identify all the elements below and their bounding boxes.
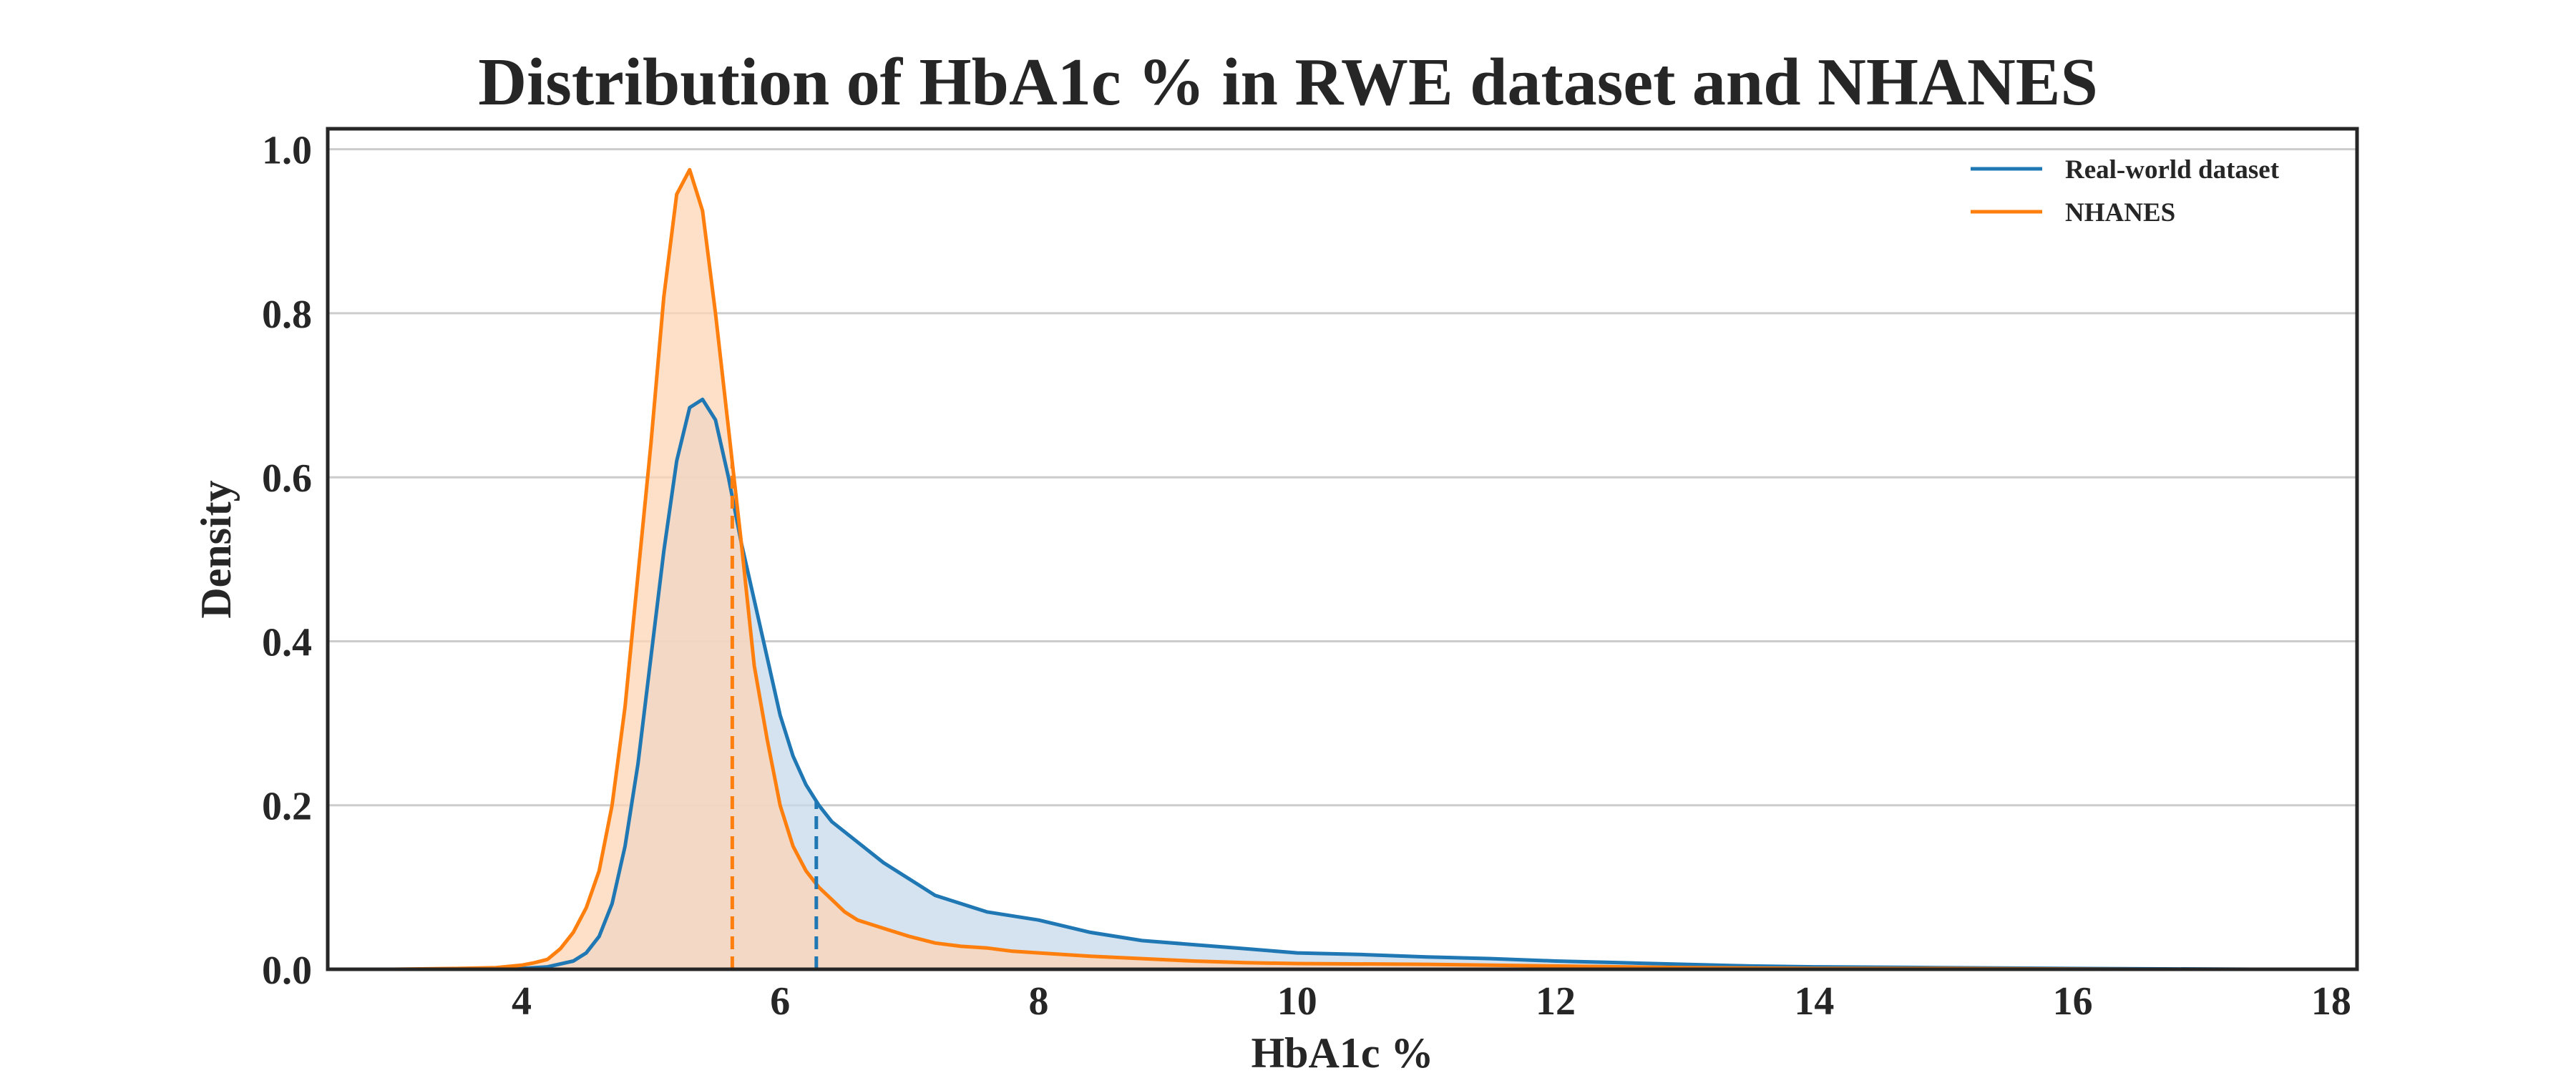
y-tick-label: 0.6	[262, 456, 312, 501]
x-tick-label: 16	[2053, 979, 2093, 1024]
density-line-1	[392, 167, 2137, 971]
x-tick-label: 14	[1794, 979, 1834, 1024]
plot-frame	[326, 127, 2359, 971]
x-axis-label: HbA1c %	[1252, 1029, 1434, 1073]
legend-label: Real-world dataset	[2065, 155, 2280, 185]
median-lines	[730, 462, 819, 969]
x-tick-labels: 4 6 8 10 12 14 16 18	[512, 979, 2351, 1024]
density-fills	[392, 170, 2254, 969]
x-tick-label: 8	[1029, 979, 1049, 1024]
density-fill-1	[392, 170, 2137, 969]
chart-title: Distribution of HbA1c % in RWE dataset a…	[478, 45, 2097, 119]
density-lines	[392, 167, 2254, 971]
x-tick-label: 18	[2311, 979, 2351, 1024]
y-tick-label: 0.4	[262, 620, 312, 665]
x-tick-label: 6	[770, 979, 790, 1024]
y-tick-label: 1.0	[262, 129, 312, 173]
legend-label: NHANES	[2065, 198, 2175, 227]
y-tick-label: 0.0	[262, 949, 312, 993]
y-tick-label: 0.2	[262, 785, 312, 829]
y-tick-labels: 0.0 0.2 0.4 0.6 0.8 1.0	[262, 129, 312, 993]
density-fill-0	[392, 399, 2254, 969]
y-axis-label: Density	[192, 480, 240, 618]
x-tick-label: 12	[1536, 979, 1576, 1024]
x-tick-label: 4	[512, 979, 532, 1024]
x-tick-label: 10	[1277, 979, 1317, 1024]
density-line-0	[392, 397, 2254, 971]
legend: Real-world dataset NHANES	[1971, 155, 2280, 227]
y-tick-label: 0.8	[262, 293, 312, 337]
